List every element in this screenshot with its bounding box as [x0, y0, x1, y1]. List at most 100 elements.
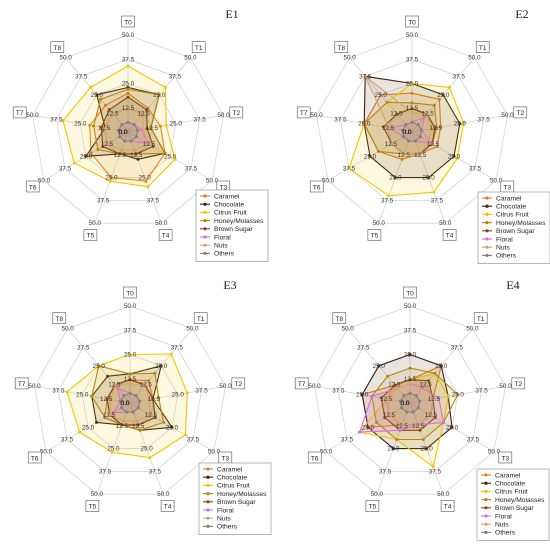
legend-marker-honey-molasses: [206, 492, 210, 496]
ring-tick-label: 0.0: [401, 400, 410, 407]
ring-tick-label: 50.0: [373, 220, 386, 227]
series-nuts-polygon: [364, 75, 432, 155]
data-point-brown-sugar-t7: [99, 125, 103, 129]
data-point-chocolate-t1: [441, 93, 445, 97]
data-point-chocolate-t6: [366, 425, 370, 429]
legend-box: [195, 189, 269, 262]
data-point-others-t0: [410, 120, 414, 124]
data-point-chocolate-t8: [95, 93, 99, 97]
ring-tick-label: 0.0: [119, 129, 128, 136]
ring-tick-label: 0.0: [401, 400, 410, 407]
ring-tick-label: 25.0: [122, 81, 135, 88]
data-point-nuts-t8: [396, 386, 399, 390]
ring-tick-label: 12.5: [421, 110, 434, 117]
data-point-caramel-t2: [159, 124, 162, 128]
data-point-chocolate-t8: [377, 364, 381, 368]
ring-tick-label: 37.5: [334, 116, 347, 123]
data-point-citrus-fruit-t2: [164, 123, 168, 127]
data-point-citrus-fruit-t4: [146, 185, 150, 189]
data-point-citrus-fruit-t3: [183, 433, 187, 437]
grid-ring: [56, 58, 200, 201]
legend-label-citrus-fruit: Citrus Fruit: [217, 483, 250, 490]
ring-tick-label: 12.5: [419, 381, 432, 388]
ring-tick-label: 37.5: [97, 197, 110, 204]
data-point-chocolate-t6: [84, 154, 88, 158]
data-point-chocolate-t3: [170, 425, 174, 429]
grid-spoke: [129, 402, 164, 495]
axis-label-box: [405, 15, 419, 28]
grid-ring: [385, 378, 435, 427]
legend-label-citrus-fruit: Citrus Fruit: [496, 212, 529, 219]
data-point-brown-sugar-t4: [136, 423, 140, 427]
data-point-citrus-fruit-t8: [89, 85, 93, 89]
ring-tick-label: 12.5: [116, 423, 129, 430]
series-nuts-polygon: [386, 383, 434, 426]
data-point-honey-molasses-t6: [103, 416, 107, 420]
legend-label-floral: Floral: [495, 513, 512, 520]
data-point-nuts-t0: [410, 111, 414, 115]
axis-label-t6: T6: [311, 455, 319, 462]
data-point-nuts-t6: [390, 142, 394, 146]
data-point-brown-sugar-t3: [153, 416, 157, 420]
legend-marker-brown-sugar: [206, 500, 210, 504]
data-point-nuts-t4: [416, 423, 420, 427]
data-point-honey-molasses-t4: [138, 428, 142, 432]
data-point-brown-sugar-t8: [395, 112, 399, 116]
data-point-caramel-t0: [126, 91, 130, 95]
data-point-floral-t1: [421, 386, 424, 390]
data-point-others-t5: [125, 410, 129, 414]
ring-tick-label: 0.0: [403, 129, 412, 136]
ring-tick-label: 37.5: [477, 116, 490, 123]
axis-label-t4: T4: [444, 504, 452, 511]
ring-tick-label: 0.0: [401, 400, 410, 407]
data-point-brown-sugar-t0: [410, 107, 414, 111]
data-point-nuts-t3: [148, 413, 152, 417]
ring-tick-label: 0.0: [121, 400, 130, 407]
ring-tick-label: 25.0: [454, 121, 467, 128]
data-point-citrus-fruit-t6: [347, 166, 351, 170]
data-point-brown-sugar-t1: [427, 379, 431, 383]
legend-marker-caramel: [203, 194, 207, 198]
data-point-brown-sugar-t7: [105, 397, 109, 401]
data-point-others-t7: [400, 128, 404, 132]
ring-tick-label: 37.5: [404, 327, 417, 334]
data-point-caramel-t4: [144, 179, 148, 183]
ring-tick-label: 37.5: [59, 165, 72, 172]
data-point-citrus-fruit-t2: [446, 394, 450, 398]
ring-tick-label: 50.0: [89, 220, 102, 227]
data-point-chocolate-t6: [368, 154, 372, 158]
ring-tick-label: 25.0: [76, 392, 89, 399]
axis-label-t4: T4: [164, 504, 172, 511]
ring-tick-label: 12.5: [103, 412, 116, 419]
data-point-others-t1: [134, 394, 138, 398]
data-point-nuts-t1: [425, 112, 429, 116]
legend-label-honey-molasses: Honey/Molasses: [496, 220, 546, 227]
data-point-others-t6: [118, 135, 122, 139]
axis-label-box: [158, 229, 173, 241]
ring-tick-label: 50.0: [343, 55, 356, 62]
axis-label-box: [334, 41, 349, 54]
ring-tick-label: 12.5: [383, 412, 396, 419]
ring-tick-label: 12.5: [114, 152, 127, 159]
ring-tick-label: 50.0: [124, 303, 137, 310]
data-point-chocolate-t4: [136, 157, 140, 161]
ring-tick-label: 50.0: [91, 491, 104, 498]
ring-tick-label: 25.0: [387, 446, 400, 453]
axis-label-box: [440, 500, 455, 512]
legend-label-floral: Floral: [496, 236, 513, 243]
data-point-citrus-fruit-t3: [173, 157, 177, 161]
series-brown-sugar-polygon: [100, 96, 154, 155]
axis-label-box: [52, 312, 67, 325]
grid-ring: [387, 107, 437, 156]
legend-label-others: Others: [496, 253, 517, 260]
data-point-others-t7: [118, 399, 122, 403]
data-point-brown-sugar-t3: [151, 145, 155, 148]
series-others-polygon: [399, 392, 421, 413]
ring-tick-label: 50.0: [406, 32, 419, 39]
ring-tick-label: 0.0: [403, 129, 412, 136]
ring-tick-label: 37.5: [357, 344, 370, 351]
ring-tick-label: 25.0: [404, 352, 417, 359]
ring-tick-label: 0.0: [403, 129, 412, 136]
ring-tick-label: 25.0: [375, 92, 388, 99]
